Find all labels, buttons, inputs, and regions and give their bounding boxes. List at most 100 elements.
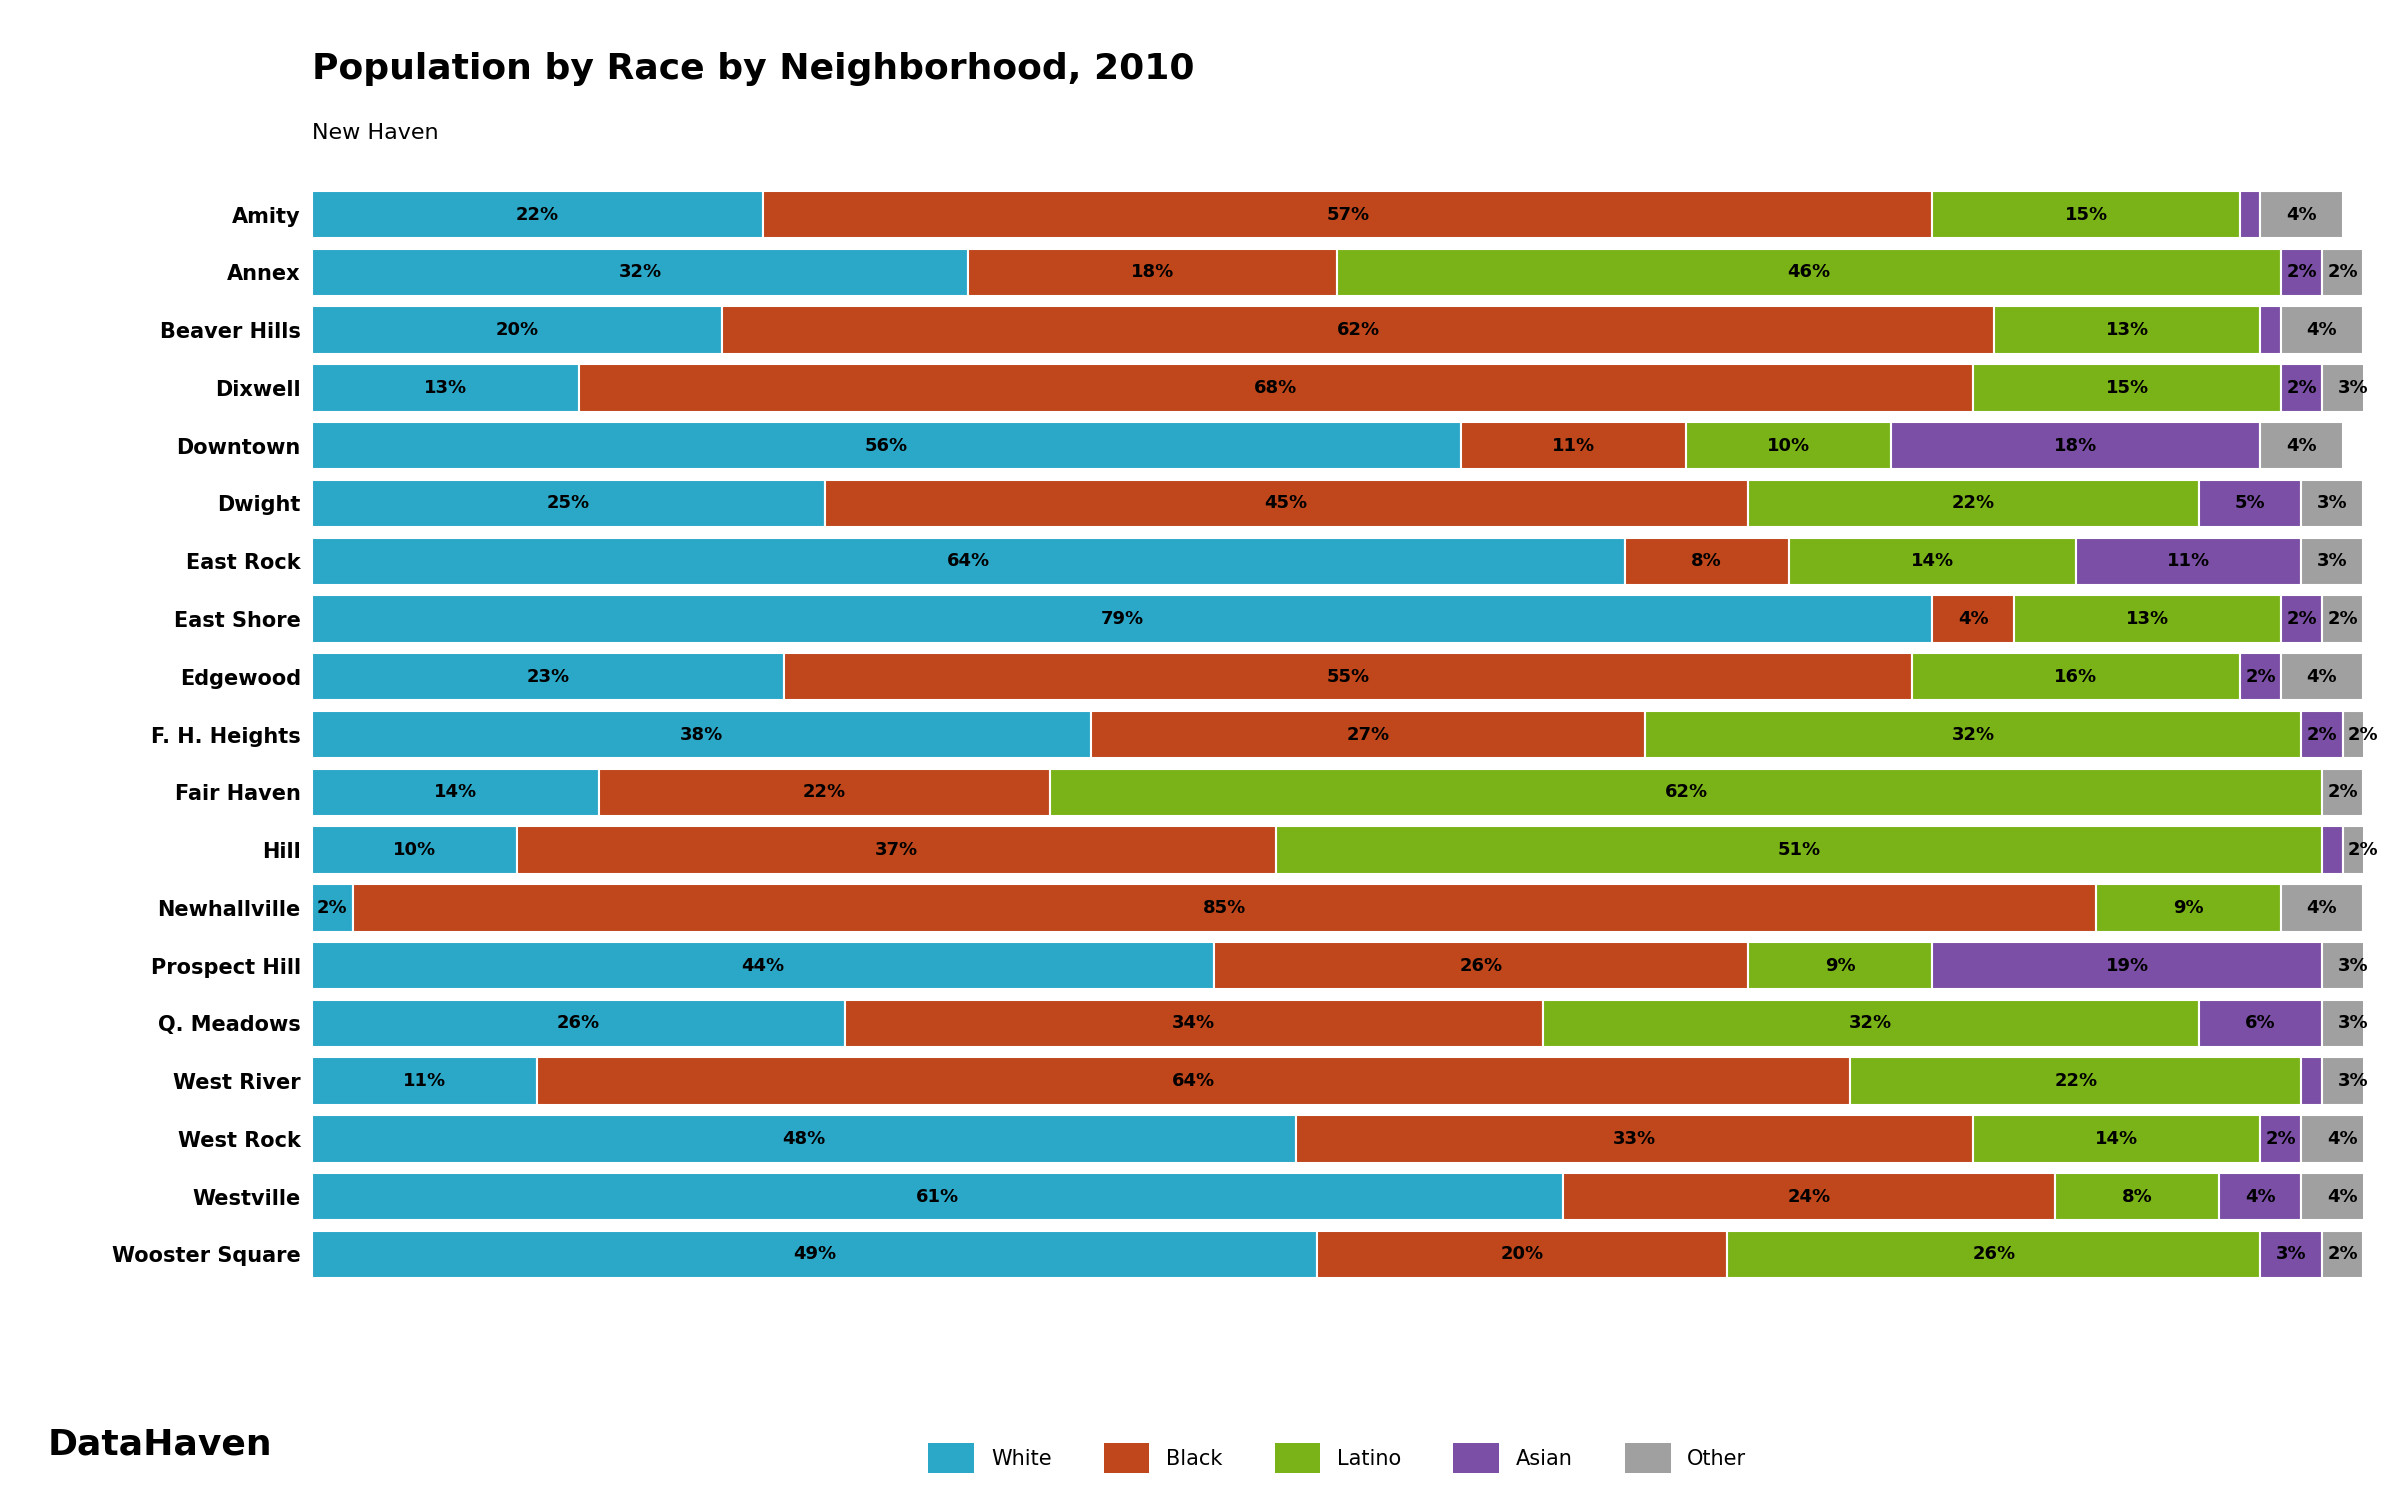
- Bar: [312, 249, 969, 295]
- Text: 2%: 2%: [2308, 726, 2337, 744]
- Bar: [1051, 769, 2322, 815]
- Bar: [1931, 595, 2015, 643]
- Bar: [600, 769, 1051, 815]
- Text: 19%: 19%: [2106, 956, 2150, 974]
- Bar: [518, 826, 1276, 874]
- Bar: [2301, 480, 2363, 528]
- Text: 2%: 2%: [2286, 610, 2317, 628]
- Text: 9%: 9%: [1826, 956, 1854, 974]
- Text: 44%: 44%: [741, 956, 784, 974]
- Text: 2%: 2%: [317, 899, 348, 917]
- Bar: [2241, 654, 2281, 700]
- Text: 2%: 2%: [2349, 726, 2377, 744]
- Text: 2%: 2%: [2349, 841, 2377, 859]
- Bar: [844, 1000, 1543, 1048]
- Bar: [722, 306, 1994, 354]
- Bar: [578, 364, 1974, 412]
- Bar: [312, 1231, 1317, 1279]
- Bar: [2301, 1115, 2385, 1163]
- Text: 25%: 25%: [547, 495, 590, 513]
- Text: 2%: 2%: [2265, 1130, 2296, 1148]
- Text: 20%: 20%: [1499, 1246, 1543, 1264]
- Text: 18%: 18%: [1132, 264, 1176, 282]
- Text: 26%: 26%: [557, 1015, 600, 1033]
- Bar: [2341, 711, 2385, 758]
- Text: 62%: 62%: [1665, 784, 1708, 802]
- Bar: [2097, 884, 2281, 931]
- Text: 4%: 4%: [2308, 899, 2337, 917]
- Text: 15%: 15%: [2106, 379, 2150, 397]
- Bar: [2281, 249, 2322, 295]
- Bar: [1974, 1115, 2260, 1163]
- Bar: [1461, 421, 1686, 469]
- Text: 46%: 46%: [1787, 264, 1830, 282]
- Text: 2%: 2%: [2245, 667, 2277, 685]
- Bar: [312, 884, 353, 931]
- Bar: [312, 480, 825, 528]
- Text: 3%: 3%: [2317, 552, 2349, 570]
- Bar: [2322, 826, 2341, 874]
- Text: 4%: 4%: [2308, 667, 2337, 685]
- Bar: [1214, 941, 1746, 989]
- Text: 45%: 45%: [1264, 495, 1307, 513]
- Text: 56%: 56%: [864, 436, 907, 454]
- Bar: [312, 190, 763, 238]
- Bar: [1317, 1231, 1727, 1279]
- Text: 8%: 8%: [2123, 1187, 2152, 1205]
- Text: 34%: 34%: [1173, 1015, 1216, 1033]
- Text: 32%: 32%: [1850, 1015, 1893, 1033]
- Bar: [312, 711, 1092, 758]
- Text: 4%: 4%: [2327, 1130, 2358, 1148]
- Text: 13%: 13%: [425, 379, 468, 397]
- Text: 68%: 68%: [1255, 379, 1298, 397]
- Bar: [353, 884, 2097, 931]
- Bar: [2200, 1000, 2322, 1048]
- Bar: [2241, 190, 2260, 238]
- Text: 18%: 18%: [2054, 436, 2097, 454]
- Bar: [1686, 421, 1890, 469]
- Text: 3%: 3%: [2277, 1246, 2305, 1264]
- Bar: [1790, 538, 2075, 585]
- Bar: [1974, 364, 2281, 412]
- Bar: [312, 654, 784, 700]
- Bar: [1543, 1000, 2200, 1048]
- Bar: [2015, 595, 2281, 643]
- Text: 11%: 11%: [2166, 552, 2209, 570]
- Text: 57%: 57%: [1327, 205, 1370, 223]
- Bar: [2322, 1231, 2363, 1279]
- Bar: [2322, 1057, 2385, 1105]
- Text: 16%: 16%: [2054, 667, 2097, 685]
- Bar: [312, 1115, 1295, 1163]
- Text: 2%: 2%: [2327, 610, 2358, 628]
- Bar: [537, 1057, 1850, 1105]
- Bar: [312, 364, 578, 412]
- Bar: [312, 306, 722, 354]
- Text: 3%: 3%: [2337, 1015, 2368, 1033]
- Bar: [2281, 654, 2363, 700]
- Text: 64%: 64%: [1173, 1072, 1216, 1090]
- Text: 3%: 3%: [2337, 1072, 2368, 1090]
- Text: 14%: 14%: [2094, 1130, 2138, 1148]
- Bar: [2260, 306, 2281, 354]
- Text: 10%: 10%: [1768, 436, 1811, 454]
- Text: 11%: 11%: [403, 1072, 446, 1090]
- Text: 10%: 10%: [393, 841, 437, 859]
- Bar: [1295, 1115, 1974, 1163]
- Bar: [2301, 711, 2341, 758]
- Text: 32%: 32%: [1953, 726, 1996, 744]
- Text: 8%: 8%: [1691, 552, 1722, 570]
- Bar: [1912, 654, 2241, 700]
- Bar: [2219, 1174, 2301, 1220]
- Text: Population by Race by Neighborhood, 2010: Population by Race by Neighborhood, 2010: [312, 52, 1195, 87]
- Text: 4%: 4%: [2327, 1187, 2358, 1205]
- Text: 13%: 13%: [2106, 321, 2150, 339]
- Bar: [312, 1000, 844, 1048]
- Text: 5%: 5%: [2236, 495, 2265, 513]
- Text: 3%: 3%: [2317, 495, 2349, 513]
- Bar: [1746, 941, 1931, 989]
- Bar: [2200, 480, 2301, 528]
- Text: 27%: 27%: [1346, 726, 1389, 744]
- Text: 22%: 22%: [804, 784, 847, 802]
- Bar: [1850, 1057, 2301, 1105]
- Text: 4%: 4%: [2286, 205, 2317, 223]
